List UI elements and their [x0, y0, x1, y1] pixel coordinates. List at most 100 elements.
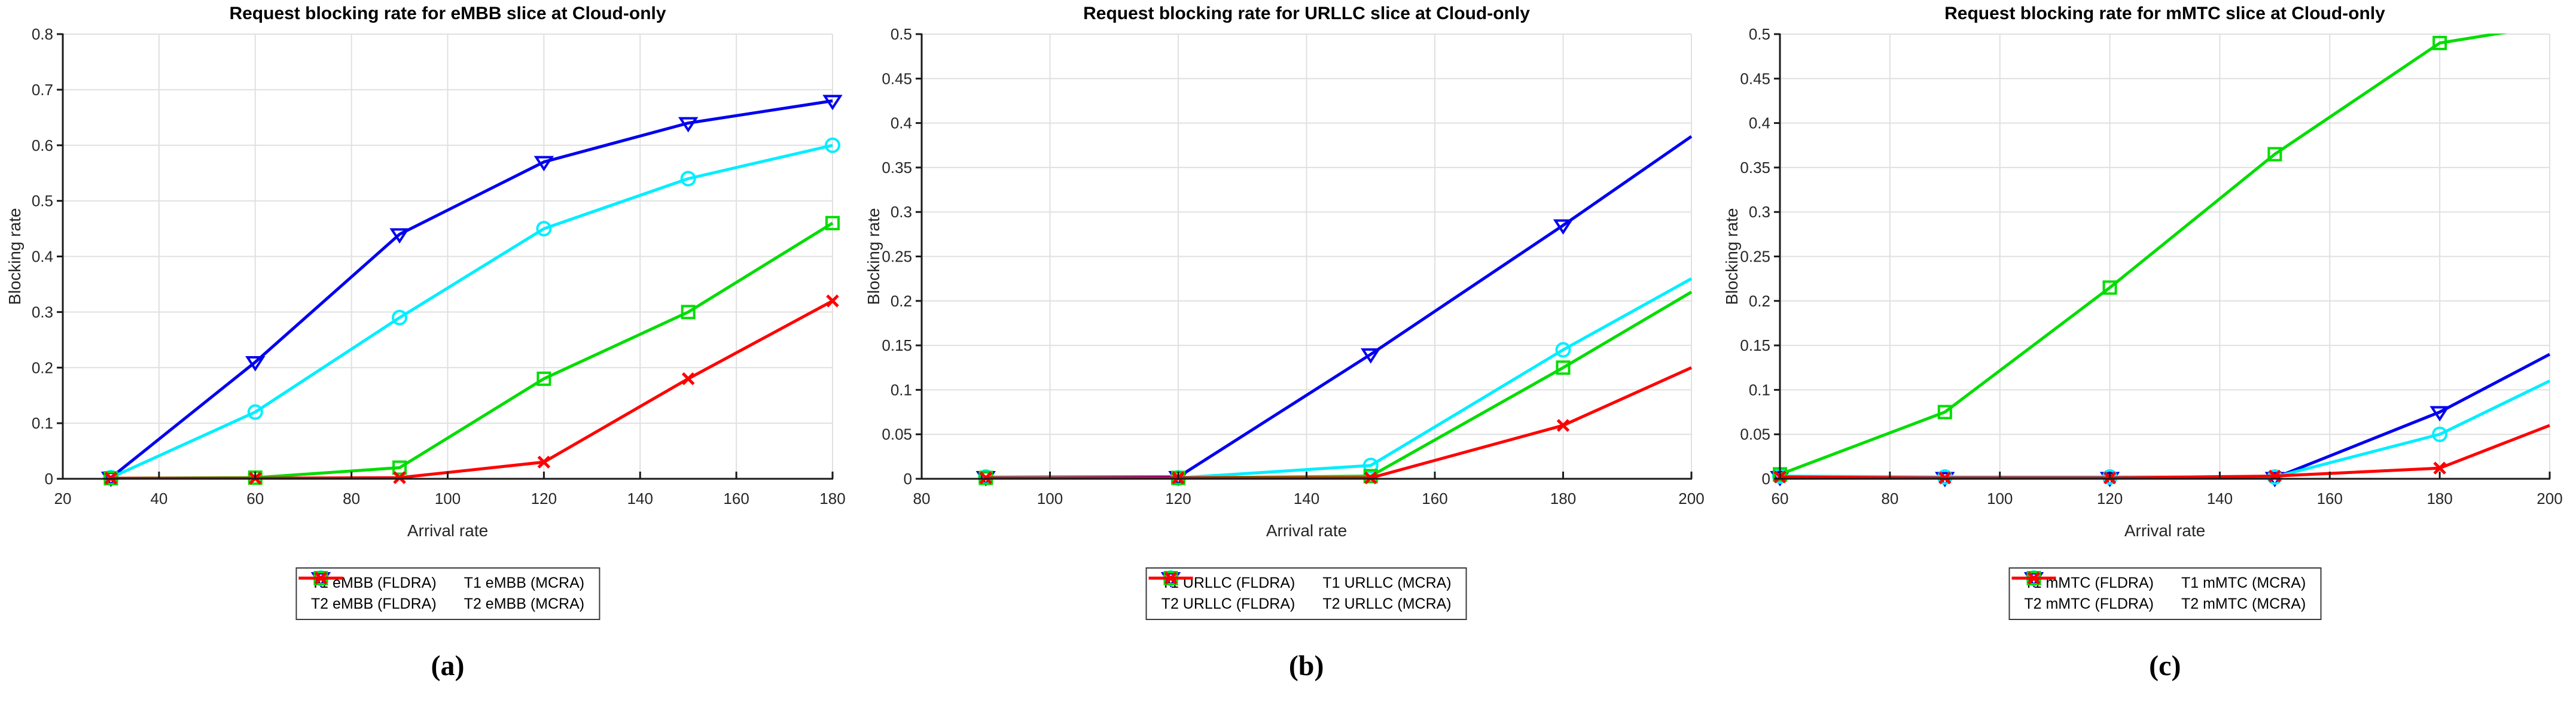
chart-panel-mmtc: 60 80 100 120 140 160 180 200 0 0.05 0.1 0.15 0.2 0.2… [1717, 0, 2576, 714]
x-tick-label: 120 [1165, 490, 1191, 508]
x-marker-icon [2027, 572, 2041, 585]
y-tick-label: 0.7 [32, 81, 53, 99]
x-tick-label: 80 [343, 490, 360, 508]
y-tick-label: 0.1 [1749, 381, 1770, 399]
x-tick-label: 60 [246, 490, 264, 508]
legend-item-t1-urllc-mcra: T1 URLLC (MCRA) [1148, 570, 1452, 592]
x-tick-label: 160 [723, 490, 749, 508]
chart-canvas-mmtc: 60 80 100 120 140 160 180 200 0 0.05 0.1 0.15 0.2 0.2… [1723, 4, 2563, 540]
legend: T1 URLLC (FLDRA) T1 URLLC (MCRA) T2 URLLC … [1145, 567, 1467, 620]
data-point-marker [534, 156, 554, 172]
chart-panel-urllc: 80 100 120 140 160 180 200 0 0.05 0.1 0.15 0.2 0.25 0… [859, 0, 1718, 714]
data-point-marker [1555, 342, 1571, 358]
series-markers-t2-urllc-mcra [979, 419, 1569, 485]
chart-panel-embb: 20 40 60 80 100 120 140 160 180 0 0.1 0.2 0.3 0.4 0.5 0… [0, 0, 859, 714]
data-point-marker [826, 294, 839, 308]
legend-item-t2-embb-mcra: T2 eMBB (MCRA) [298, 572, 585, 613]
legend-label: T2 mMTC (MCRA) [2181, 595, 2306, 612]
y-tick-label: 0.15 [882, 336, 912, 354]
y-tick-label: 0.4 [891, 114, 912, 132]
series-line-t2-urllc-fldra [985, 290, 1692, 479]
x-marker-icon [314, 572, 327, 585]
y-tick-label: 0.2 [32, 358, 53, 376]
data-point-marker [389, 228, 410, 244]
legend-swatch-x-icon [1148, 572, 1193, 585]
y-tick-label: 0.6 [32, 136, 53, 154]
legend-item-t2-urllc-fldra: T2 URLLC (FLDRA) [1148, 571, 1295, 613]
x-axis-label: Arrival rate [2124, 521, 2205, 540]
data-point-marker [247, 404, 263, 420]
legend-item-t1-embb-mcra: T1 eMBB (MCRA) [298, 570, 585, 592]
legend-item-t2-mmtc-fldra: T2 mMTC (FLDRA) [2011, 571, 2154, 613]
y-tick-label: 0.5 [32, 192, 53, 210]
data-point-marker [2433, 461, 2447, 475]
data-point-marker [1360, 348, 1381, 364]
y-tick-label: 0.25 [882, 248, 912, 266]
series-line-t1-urllc-fldra [985, 135, 1692, 479]
x-tick-label: 160 [2317, 490, 2343, 508]
y-tick-label: 0 [1762, 470, 1770, 488]
legend-item-t1-mmtc-mcra: T1 mMTC (MCRA) [2011, 570, 2306, 592]
series-line-t1-embb-mcra [110, 144, 833, 479]
x-tick-label: 180 [2427, 490, 2453, 508]
data-point-marker [392, 460, 407, 475]
y-tick-label: 0 [45, 470, 53, 488]
legend-label: T1 mMTC (MCRA) [2181, 575, 2306, 591]
legend-label: T2 mMTC (FLDRA) [2024, 595, 2154, 612]
y-tick-label: 0.45 [882, 69, 912, 87]
data-point-marker [1556, 360, 1571, 375]
legend-swatch-x-icon [298, 572, 343, 585]
y-tick-label: 0.5 [891, 25, 912, 43]
series-markers-t1-embb-fldra [100, 95, 843, 487]
series-markers-t1-urllc-fldra [975, 219, 1573, 487]
y-tick-label: 0.8 [32, 25, 53, 43]
legend: T1 eMBB (FLDRA) T1 eMBB (MCRA) T2 eMBB (FL… [295, 567, 600, 620]
y-tick-label: 0 [903, 470, 911, 488]
y-tick-label: 0.05 [882, 426, 912, 443]
data-point-marker [393, 471, 406, 484]
y-tick-label: 0.5 [1749, 25, 1770, 43]
data-point-marker [681, 372, 695, 385]
data-point-marker [536, 371, 551, 386]
data-point-marker [825, 137, 840, 153]
y-tick-label: 0.25 [1740, 248, 1771, 266]
data-point-marker [680, 171, 696, 187]
data-point-marker [2267, 147, 2282, 162]
data-point-marker [2429, 406, 2450, 422]
y-tick-label: 0.15 [1740, 336, 1771, 354]
legend-label: T2 URLLC (MCRA) [1322, 595, 1452, 612]
legend-item-t2-urllc-mcra: T2 URLLC (MCRA) [1148, 572, 1452, 613]
data-point-marker [822, 95, 843, 111]
x-tick-label: 60 [1772, 490, 1789, 508]
panel-caption: (a) [431, 650, 465, 682]
data-point-marker [681, 305, 696, 320]
x-tick-label: 140 [2207, 490, 2233, 508]
legend-label: T2 eMBB (FLDRA) [310, 595, 437, 612]
y-tick-label: 0.3 [32, 303, 53, 321]
legend-label: T1 URLLC (MCRA) [1322, 575, 1452, 591]
data-point-marker [1556, 419, 1569, 432]
x-tick-label: 20 [54, 490, 72, 508]
data-point-marker [537, 455, 551, 469]
x-axis-label: Arrival rate [407, 521, 488, 540]
y-axis-label: Blocking rate [864, 208, 883, 305]
series-markers-t2-embb-fldra [103, 215, 840, 486]
series-markers-t2-embb-mcra [104, 294, 839, 485]
legend-label: T1 eMBB (MCRA) [464, 575, 585, 591]
data-point-marker [2102, 280, 2117, 295]
legend: T1 mMTC (FLDRA) T1 mMTC (MCRA) T2 mMTC (FL… [2008, 567, 2322, 620]
legend-label: T2 eMBB (MCRA) [464, 595, 585, 612]
data-point-marker [825, 215, 840, 230]
y-tick-label: 0.2 [891, 292, 912, 310]
grid [920, 34, 1692, 479]
legend-swatch-x-icon [2011, 572, 2056, 585]
series-line-t1-embb-fldra [109, 99, 833, 479]
data-point-marker [1553, 219, 1573, 235]
x-tick-label: 100 [1987, 490, 2013, 508]
x-tick-label: 180 [1550, 490, 1575, 508]
grid [62, 34, 833, 479]
x-tick-label: 180 [819, 490, 845, 508]
x-tick-label: 80 [913, 490, 930, 508]
x-tick-label: 140 [1293, 490, 1319, 508]
